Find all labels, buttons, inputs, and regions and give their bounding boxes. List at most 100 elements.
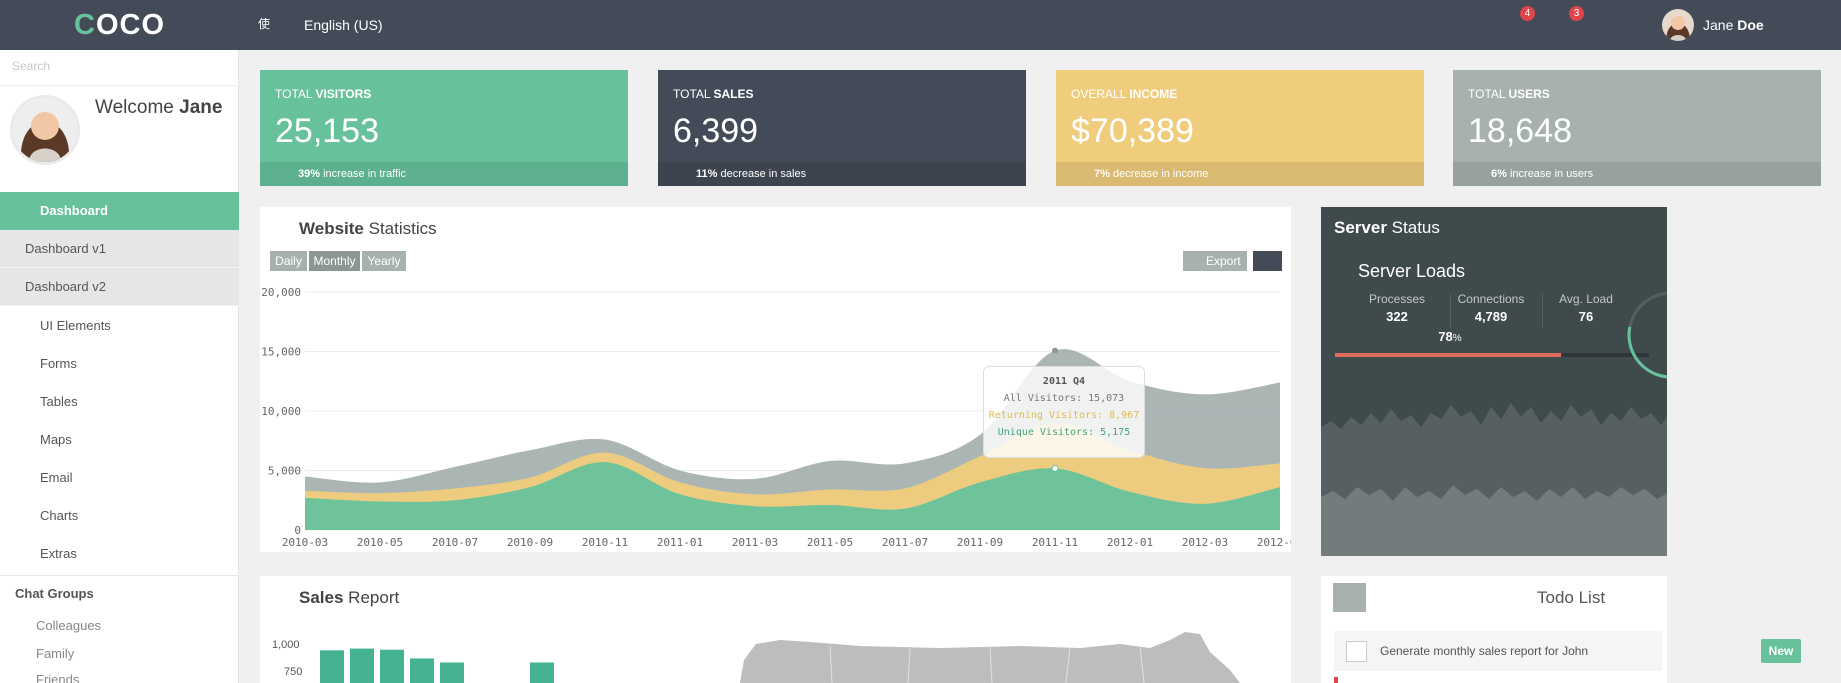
y-tick-label: 15,000 — [261, 346, 301, 359]
sidebar: Search Welcome Jane Dashboard Dashboard … — [0, 50, 239, 683]
yearly-button[interactable]: Yearly — [362, 251, 406, 271]
tile-value: 18,648 — [1468, 112, 1572, 150]
tooltip-all-visitors: All Visitors: 15,073 — [1003, 393, 1125, 404]
x-tick-label: 2010-05 — [357, 536, 403, 549]
todo-new-badge: New — [1761, 639, 1801, 663]
chart-tooltip: 2011 Q4 All Visitors: 15,073 Returning V… — [983, 366, 1145, 458]
x-tick-label: 2011-07 — [882, 536, 928, 549]
x-tick-label: 2012-05 — [1257, 536, 1291, 549]
stat-separator — [1450, 294, 1451, 328]
x-tick-label: 2011-01 — [657, 536, 703, 549]
y-tick-label: 20,000 — [261, 286, 301, 299]
tooltip-period: 2011 Q4 — [1042, 376, 1086, 387]
sidebar-divider — [0, 575, 239, 576]
tooltip-unique-visitors: Unique Visitors: 5,175 — [997, 427, 1131, 438]
chat-groups-title: Chat Groups — [15, 586, 94, 601]
x-tick-label: 2011-11 — [1032, 536, 1078, 549]
nav-maps[interactable]: Maps — [40, 432, 72, 447]
server-status-title: Server Status — [1334, 218, 1440, 237]
sales-bar — [410, 658, 434, 683]
export-button[interactable]: Export — [1183, 251, 1247, 271]
x-tick-label: 2010-03 — [282, 536, 328, 549]
stat-processes: Processes 322 — [1368, 292, 1426, 324]
highlight-point — [1052, 347, 1058, 354]
settings-button[interactable] — [1253, 251, 1282, 271]
sales-ytick: 1,000 — [272, 639, 300, 651]
nav-charts[interactable]: Charts — [40, 508, 79, 523]
x-tick-label: 2010-07 — [432, 536, 478, 549]
chat-group-item[interactable]: Family — [36, 646, 75, 661]
menu-toggle-icon[interactable]: 使 — [258, 17, 271, 31]
y-tick-label: 10,000 — [261, 405, 301, 418]
x-tick-label: 2011-09 — [957, 536, 1003, 549]
logo[interactable]: COCO — [74, 10, 165, 40]
tile-value: 6,399 — [673, 112, 759, 150]
x-tick-label: 2011-05 — [807, 536, 853, 549]
nav-extras[interactable]: Extras — [40, 546, 77, 561]
nav-ui-elements[interactable]: UI Elements — [40, 318, 111, 333]
search-input[interactable]: Search — [0, 50, 239, 86]
tile-value: 25,153 — [275, 112, 379, 150]
messages-badge[interactable]: 4 — [1520, 6, 1535, 21]
language-selector[interactable]: English (US) — [304, 17, 383, 33]
chat-group-item[interactable]: Friends — [36, 672, 80, 683]
tile-total-visitors: Total Visitors 25,153 39% increase in tr… — [260, 70, 628, 186]
tile-overall-income: Overall Income $70,389 7% decrease in in… — [1056, 70, 1424, 186]
server-load-gauge — [1627, 291, 1667, 379]
highlight-point — [1051, 464, 1059, 472]
todo-checkbox[interactable] — [1346, 641, 1367, 662]
todo-list-title: Todo List — [1537, 588, 1606, 607]
nav-dashboard-v1[interactable]: Dashboard v1 — [0, 230, 239, 268]
user-avatar[interactable] — [1662, 9, 1694, 41]
sales-bar — [350, 648, 374, 683]
user-name[interactable]: Jane Doe — [1703, 17, 1764, 33]
nav-email[interactable]: Email — [40, 470, 73, 485]
x-tick-label: 2010-09 — [507, 536, 553, 549]
todo-priority-marker — [1334, 677, 1338, 683]
top-bar: COCO 使 English (US) 4 3 Jane Doe — [0, 0, 1841, 50]
sales-report-title: Sales Report — [299, 588, 400, 607]
daily-button[interactable]: Daily — [270, 251, 307, 271]
notifications-badge[interactable]: 3 — [1569, 6, 1584, 21]
sales-bar — [380, 649, 404, 683]
y-tick-label: 5,000 — [268, 465, 301, 478]
stat-connections: Connections 4,789 — [1457, 292, 1525, 324]
nav-forms[interactable]: Forms — [40, 356, 77, 371]
chat-group-item[interactable]: Colleagues — [36, 618, 102, 633]
monthly-button[interactable]: Monthly — [309, 251, 360, 271]
profile-avatar — [10, 95, 80, 165]
tile-total-sales: Total Sales 6,399 11% decrease in sales — [658, 70, 1026, 186]
tooltip-returning-visitors: Returning Visitors: 8,967 — [988, 410, 1140, 421]
stat-avg-load: Avg. Load 76 — [1559, 292, 1613, 324]
x-tick-label: 2011-03 — [732, 536, 778, 549]
stat-separator — [1542, 294, 1543, 328]
y-tick-label: 0 — [294, 524, 301, 537]
logo-text: OCO — [95, 9, 166, 41]
server-load-sparkline — [1321, 403, 1667, 556]
load-bar-fill — [1335, 353, 1562, 357]
nav-dashboard[interactable]: Dashboard — [0, 192, 239, 230]
todo-header-icon[interactable] — [1333, 583, 1366, 612]
sales-ytick: 750 — [284, 666, 303, 678]
sales-bar — [320, 650, 344, 683]
todo-item[interactable] — [1334, 631, 1662, 671]
gauge-value: 78% — [1438, 329, 1462, 344]
x-tick-label: 2012-01 — [1107, 536, 1153, 549]
welcome-text: Welcome Jane — [95, 97, 223, 118]
website-statistics-title: Website Statistics — [299, 219, 437, 238]
sales-bar-chart — [320, 648, 554, 683]
sales-bar — [530, 662, 554, 683]
series-area-unique-visitors — [305, 462, 1280, 530]
sales-map — [740, 632, 1240, 683]
tile-total-users: Total Users 18,648 6% increase in users — [1453, 70, 1821, 186]
logo-first-letter: C — [74, 9, 96, 41]
tile-value: $70,389 — [1071, 112, 1194, 150]
todo-item-text: Generate monthly sales report for John — [1380, 644, 1589, 658]
server-status-panel: Server Status Server Loads Processes 322 … — [1321, 207, 1667, 556]
x-tick-label: 2012-03 — [1182, 536, 1228, 549]
x-tick-label: 2010-11 — [582, 536, 628, 549]
nav-dashboard-v2[interactable]: Dashboard v2 — [0, 268, 239, 306]
nav-tables[interactable]: Tables — [40, 394, 78, 409]
sales-bar — [440, 662, 464, 683]
server-loads-title: Server Loads — [1358, 261, 1466, 281]
